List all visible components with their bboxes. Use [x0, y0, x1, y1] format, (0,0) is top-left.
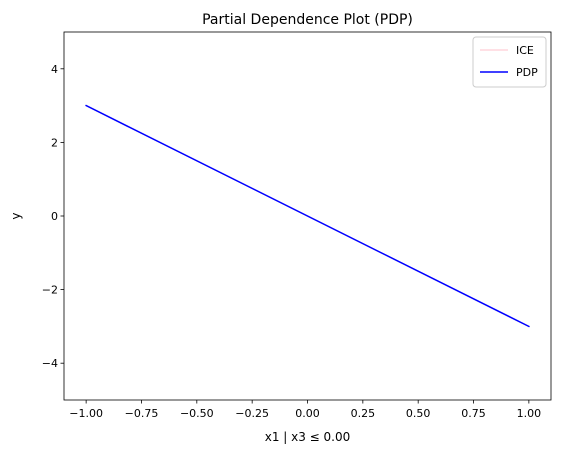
x-tick-label: 0.75 [461, 407, 486, 420]
x-tick-label: 0.25 [351, 407, 376, 420]
x-tick-label: −0.25 [235, 407, 269, 420]
y-tick-label: 4 [51, 63, 58, 76]
x-tick-label: −0.75 [125, 407, 159, 420]
plot-layer [85, 104, 530, 328]
y-tick-label: 0 [51, 210, 58, 223]
legend-label-ice: ICE [516, 44, 534, 57]
legend: ICE PDP [472, 36, 547, 88]
x-tick-label: 0.50 [406, 407, 431, 420]
series-line-pdp [85, 104, 530, 328]
x-tick-label: −0.50 [180, 407, 214, 420]
x-tick-label: 0.00 [295, 407, 320, 420]
y-tick-label: 2 [51, 136, 58, 149]
y-tick-label: −2 [42, 284, 58, 297]
y-tick-label: −4 [42, 357, 58, 370]
y-axis-label: y [9, 212, 23, 219]
axes-layer: −1.00 −0.75 −0.50 −0.25 0.00 0.25 0.50 0.75 1.00… [42, 31, 552, 420]
legend-box [472, 36, 547, 88]
x-tick-label: 1.00 [517, 407, 542, 420]
x-tick-label: −1.00 [69, 407, 103, 420]
x-axis-label: x1 | x3 ≤ 0.00 [265, 430, 351, 444]
legend-label-pdp: PDP [516, 66, 538, 79]
chart-title: Partial Dependence Plot (PDP) [202, 12, 413, 28]
